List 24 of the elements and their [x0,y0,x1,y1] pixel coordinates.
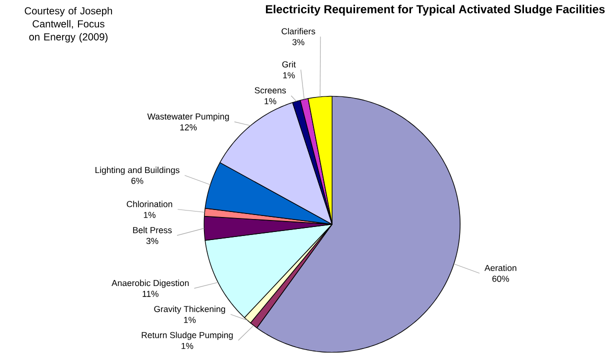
data-label: 6% [131,178,144,184]
data-label: 1% [264,98,276,104]
data-label: 12% [180,124,197,131]
slice-label: Lighting and Buildings [96,166,180,175]
data-label: 1% [144,212,156,218]
slice-label: Belt Press [133,226,172,234]
slice-label: Anaerobic Digestion [112,280,189,288]
chart-title: Electricity Requirement for Typical Activated Sludge Facilities [266,4,605,16]
data-label: 1% [184,317,196,324]
slice-label: Chlorination [126,200,172,208]
data-label: 1% [182,343,194,350]
slice-label: Return Sludge Pumping [142,332,233,340]
slice-label: Gravity Thickening [154,306,226,314]
slice-label: Grit [282,61,296,68]
data-label: 60% [492,276,510,282]
text: Courtesy of Joseph Cantwell, Focus on Energy (2009) [24,7,112,43]
slice-label: Wastewater Pumping [147,113,229,122]
data-label: 3% [292,39,304,46]
data-label: 1% [283,72,295,78]
slice-label: Screens [254,87,286,94]
slice-label: Aeration [484,264,516,272]
slice-label: Clarifiers [282,28,316,35]
data-label: 3% [146,238,158,244]
data-label: 11% [142,290,158,298]
